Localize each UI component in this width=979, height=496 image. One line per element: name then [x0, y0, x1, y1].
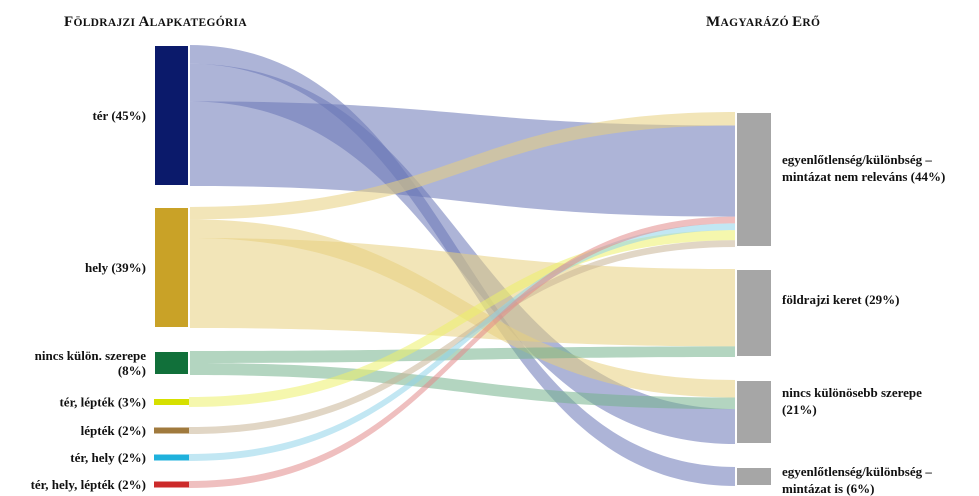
- flow-ter_hely-to-egy_nem: [189, 223, 736, 461]
- target-label-egy_nem: egyenlőtlenség/különbség – mintázat nem r…: [782, 152, 945, 184]
- flow-ter_leptek-to-egy_nem: [189, 230, 736, 407]
- node-labels: tér (45%) hely (39%) nincs külön. szerepe(…: [31, 108, 946, 496]
- flow-nincs-to-nincs_t: [189, 363, 736, 410]
- target-node-keret: [735, 268, 773, 358]
- source-label-ter_hely: tér, hely (2%): [70, 450, 146, 465]
- target-node-egy_nem: [735, 111, 773, 248]
- source-node-ter: [153, 44, 190, 187]
- source-node-ter_leptek: [154, 399, 189, 405]
- source-label-ter: tér (45%): [92, 108, 146, 123]
- source-label-leptek: lépték (2%): [81, 423, 146, 438]
- source-label-ter_leptek: tér, lépték (3%): [59, 395, 146, 410]
- source-node-nincs: [153, 350, 190, 376]
- flow-hely-to-egy_nem: [189, 112, 736, 220]
- right-column-header: MAGYARÁZÓ ERŐ: [706, 14, 820, 30]
- left-column-header: FÖLDRAJZI ALAPKATEGÓRIA: [64, 14, 247, 30]
- target-label-egy_is: egyenlőtlenség/különbség – mintázat is (6…: [782, 464, 932, 496]
- source-node-ter_hely: [154, 454, 189, 461]
- flow-hely-to-keret: [189, 238, 736, 347]
- source-node-leptek: [154, 427, 189, 434]
- source-label-nincs: nincs külön. szerepe (8%): [35, 348, 147, 378]
- target-node-egy_is: [735, 466, 773, 487]
- flow-leptek-to-egy_nem: [189, 240, 736, 434]
- source-label-ter_hely_leptek: tér, hely, lépték (2%): [31, 477, 146, 492]
- target-label-nincs_t: nincs különösebb szerepe (21%): [782, 385, 922, 417]
- flow-links: [189, 45, 736, 488]
- source-node-hely: [153, 206, 190, 329]
- source-label-hely: hely (39%): [85, 260, 146, 275]
- flow-ter_hely_leptek-to-egy_nem: [189, 216, 736, 488]
- target-node-nincs_t: [735, 379, 773, 445]
- target-label-keret: földrajzi keret (29%): [782, 292, 899, 307]
- source-node-ter_hely_leptek: [154, 481, 189, 488]
- column-headers: FÖLDRAJZI ALAPKATEGÓRIA MAGYARÁZÓ ERŐ: [64, 14, 820, 30]
- nodes: [153, 44, 773, 488]
